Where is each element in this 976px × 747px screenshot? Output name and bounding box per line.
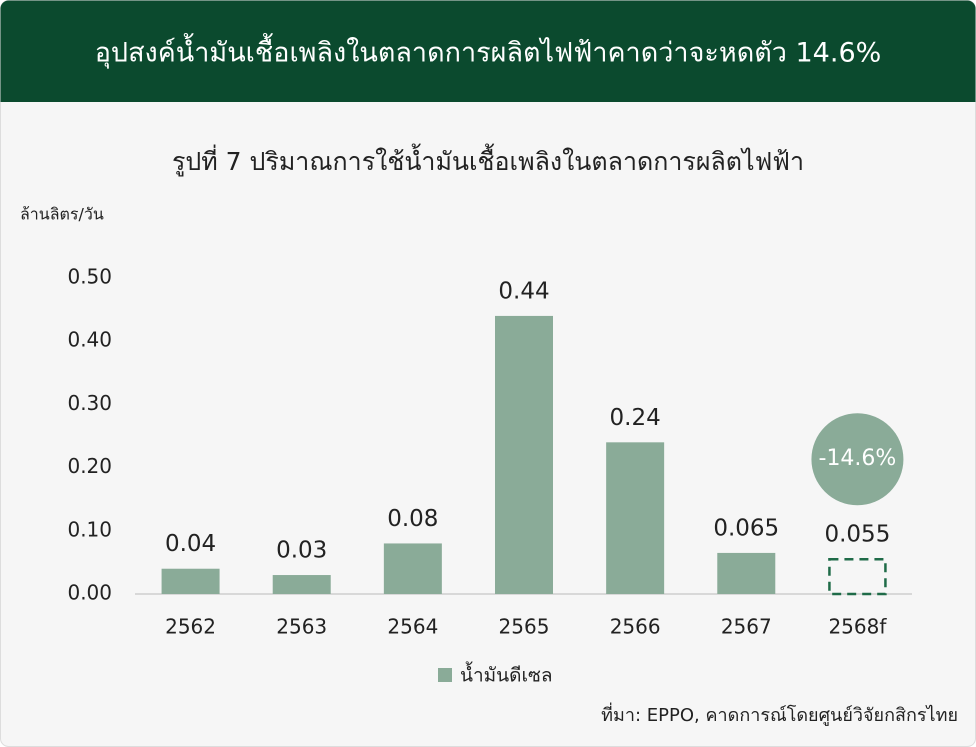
y-tick-label: 0.40 [67, 328, 112, 352]
bar [161, 568, 220, 594]
x-tick-label: 2564 [387, 615, 438, 639]
data-label: 0.04 [165, 531, 216, 557]
legend-swatch [438, 668, 452, 682]
x-tick-label: 2565 [499, 615, 550, 639]
source: ที่มา: EPPO, คาดการณ์โดยศูนย์วิจัยกสิกรไ… [601, 702, 958, 726]
annotation-bubble [811, 413, 904, 506]
data-label: 0.03 [276, 538, 327, 564]
bar [383, 543, 442, 594]
x-tick-label: 2562 [165, 615, 216, 639]
data-label: 0.44 [498, 278, 549, 304]
data-label: 0.24 [610, 405, 661, 431]
y-tick-label: 0.50 [67, 265, 112, 289]
chart-title: รูปที่ 7 ปริมาณการใช้น้ำมันเชื้อเพลิงในต… [172, 143, 804, 177]
x-tick-label: 2567 [721, 615, 772, 639]
bar [606, 442, 665, 594]
y-axis-label: ล้านลิตร/วัน [20, 205, 104, 224]
x-tick-label: 2566 [610, 615, 661, 639]
y-tick-label: 0.30 [67, 391, 112, 415]
y-tick-label: 0.20 [67, 454, 112, 478]
data-label: 0.065 [713, 515, 779, 541]
data-label: 0.08 [387, 506, 438, 532]
bar [495, 315, 553, 594]
bar [272, 575, 331, 594]
x-tick-label: 2568f [828, 615, 887, 639]
header-band [0, 0, 976, 102]
annotation: -14.6% [819, 446, 897, 471]
x-tick-label: 2563 [276, 615, 327, 639]
header-title: อุปสงค์น้ำมันเชื้อเพลิงในตลาดการผลิตไฟฟ้… [95, 33, 882, 70]
bar [717, 552, 776, 594]
data-label: 0.055 [824, 522, 890, 548]
y-tick-label: 0.10 [67, 517, 112, 541]
legend-label: น้ำมันดีเซล [460, 662, 553, 687]
y-tick-label: 0.00 [67, 581, 112, 605]
